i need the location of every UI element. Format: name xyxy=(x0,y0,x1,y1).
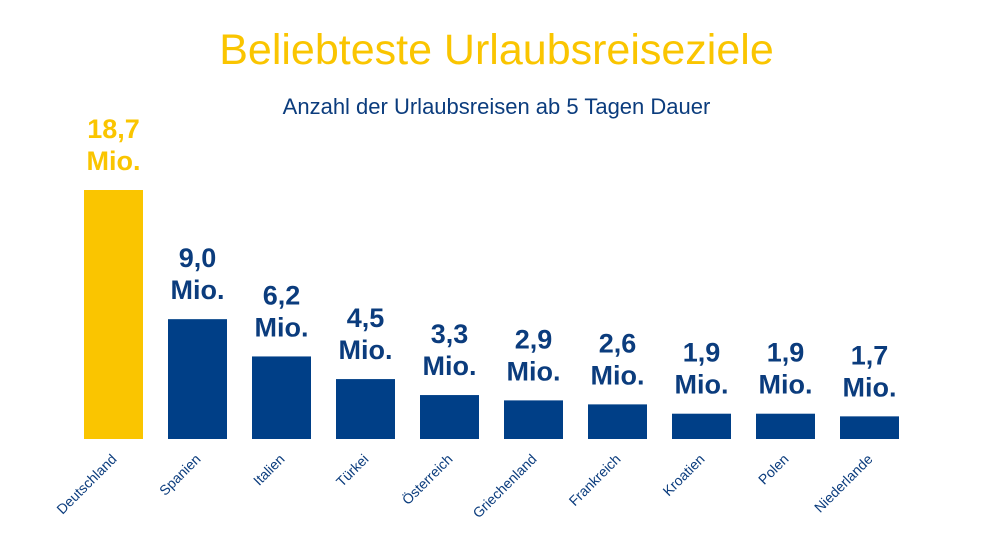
value-label-spanien: 9,0 Mio. xyxy=(171,243,225,305)
value-label-frankreich: 2,6 Mio. xyxy=(591,328,645,390)
category-label-türkei: Türkei xyxy=(333,451,372,490)
bar-griechenland xyxy=(504,400,563,439)
category-label-deutschland: Deutschland xyxy=(53,451,119,517)
value-label-deutschland: 18,7 Mio. xyxy=(87,114,141,176)
bar-niederlande xyxy=(840,416,899,439)
category-label-frankreich: Frankreich xyxy=(566,451,624,509)
category-label-niederlande: Niederlande xyxy=(811,451,876,516)
value-label-polen: 1,9 Mio. xyxy=(759,338,813,400)
value-label-griechenland: 2,9 Mio. xyxy=(507,324,561,386)
bar-italien xyxy=(252,356,311,439)
category-label-kroatien: Kroatien xyxy=(659,451,707,499)
category-label-österreich: Österreich xyxy=(398,450,456,508)
bar-türkei xyxy=(336,379,395,439)
bar-polen xyxy=(756,413,815,439)
value-label-niederlande: 1,7 Mio. xyxy=(843,340,897,402)
category-label-griechenland: Griechenland xyxy=(469,451,539,521)
bar-frankreich xyxy=(588,404,647,439)
category-label-spanien: Spanien xyxy=(156,451,204,499)
category-label-polen: Polen xyxy=(755,451,792,488)
bar-kroatien xyxy=(672,413,731,439)
category-label-italien: Italien xyxy=(250,451,288,489)
chart-subtitle: Anzahl der Urlaubsreisen ab 5 Tagen Daue… xyxy=(282,94,711,119)
chart-title: Beliebteste Urlaubsreiseziele xyxy=(219,26,774,74)
value-label-türkei: 4,5 Mio. xyxy=(339,303,393,365)
value-label-italien: 6,2 Mio. xyxy=(255,280,309,342)
bar-deutschland xyxy=(84,190,143,439)
value-label-österreich: 3,3 Mio. xyxy=(423,319,477,381)
bar-spanien xyxy=(168,319,227,439)
value-label-kroatien: 1,9 Mio. xyxy=(675,338,729,400)
bar-österreich xyxy=(420,395,479,439)
